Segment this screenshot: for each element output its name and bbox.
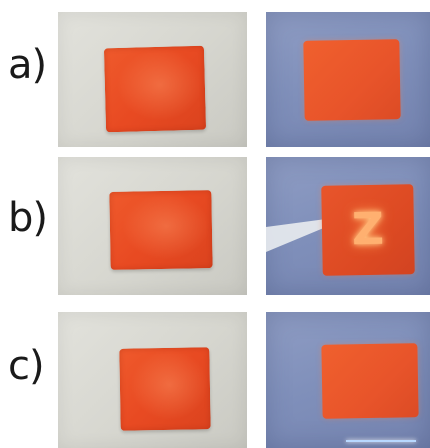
sample-b-uv: Z	[321, 184, 415, 276]
row-label-b: b)	[8, 195, 48, 241]
photo-a-uv-light	[266, 12, 430, 147]
photo-b-normal-light	[58, 157, 247, 295]
sample-a-uv	[303, 39, 401, 121]
photo-b-uv-light: Z	[266, 157, 430, 295]
photo-c-uv-light	[266, 312, 430, 448]
sample-c-normal	[119, 347, 211, 431]
photo-c-normal-light	[58, 312, 247, 448]
row-label-c: c)	[8, 343, 45, 389]
row-label-a: a)	[8, 42, 47, 88]
sample-b-normal	[109, 190, 213, 270]
sample-c-uv	[321, 343, 419, 419]
edge-glow	[346, 440, 416, 442]
photo-a-normal-light	[58, 12, 247, 147]
light-wedge	[266, 219, 326, 252]
fluorescent-z-mark: Z	[351, 203, 385, 256]
sample-a-normal	[103, 45, 207, 133]
